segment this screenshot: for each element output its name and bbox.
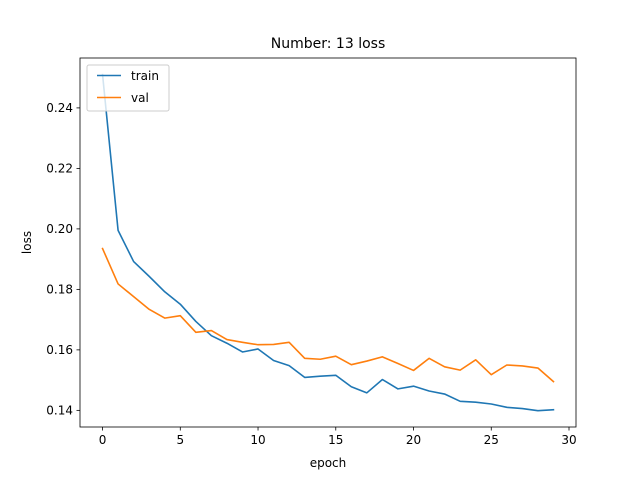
x-tick-label: 25: [484, 433, 499, 447]
y-axis-label: loss: [20, 231, 34, 254]
legend: train val: [86, 64, 170, 112]
legend-label-train: train: [131, 69, 159, 83]
legend-box: [86, 64, 170, 112]
x-tick-label: 0: [99, 433, 107, 447]
x-tick-label: 10: [250, 433, 265, 447]
plot-area: [79, 57, 577, 428]
chart-title: Number: 13 loss: [271, 36, 385, 52]
plot-frame: [79, 57, 577, 428]
y-tick-label: 0.14: [46, 404, 73, 418]
x-tick-label: 20: [406, 433, 421, 447]
y-tick-label: 0.24: [46, 101, 73, 115]
x-tick-label: 30: [561, 433, 576, 447]
y-tick-label: 0.18: [46, 283, 73, 297]
series-layer: [101, 73, 555, 412]
x-axis-ticks: 0 5 10 15 20 25 30: [99, 427, 577, 447]
x-axis-label: epoch: [310, 456, 347, 470]
y-tick-label: 0.20: [46, 222, 73, 236]
y-axis-ticks: 0.14 0.16 0.18 0.20 0.22 0.24: [46, 101, 80, 418]
series-line-val: [101, 247, 555, 383]
y-tick-label: 0.16: [46, 343, 73, 357]
x-tick-label: 15: [328, 433, 343, 447]
x-tick-label: 5: [176, 433, 184, 447]
y-tick-label: 0.22: [46, 162, 73, 176]
series-line-train: [101, 73, 555, 412]
legend-label-val: val: [131, 91, 149, 105]
